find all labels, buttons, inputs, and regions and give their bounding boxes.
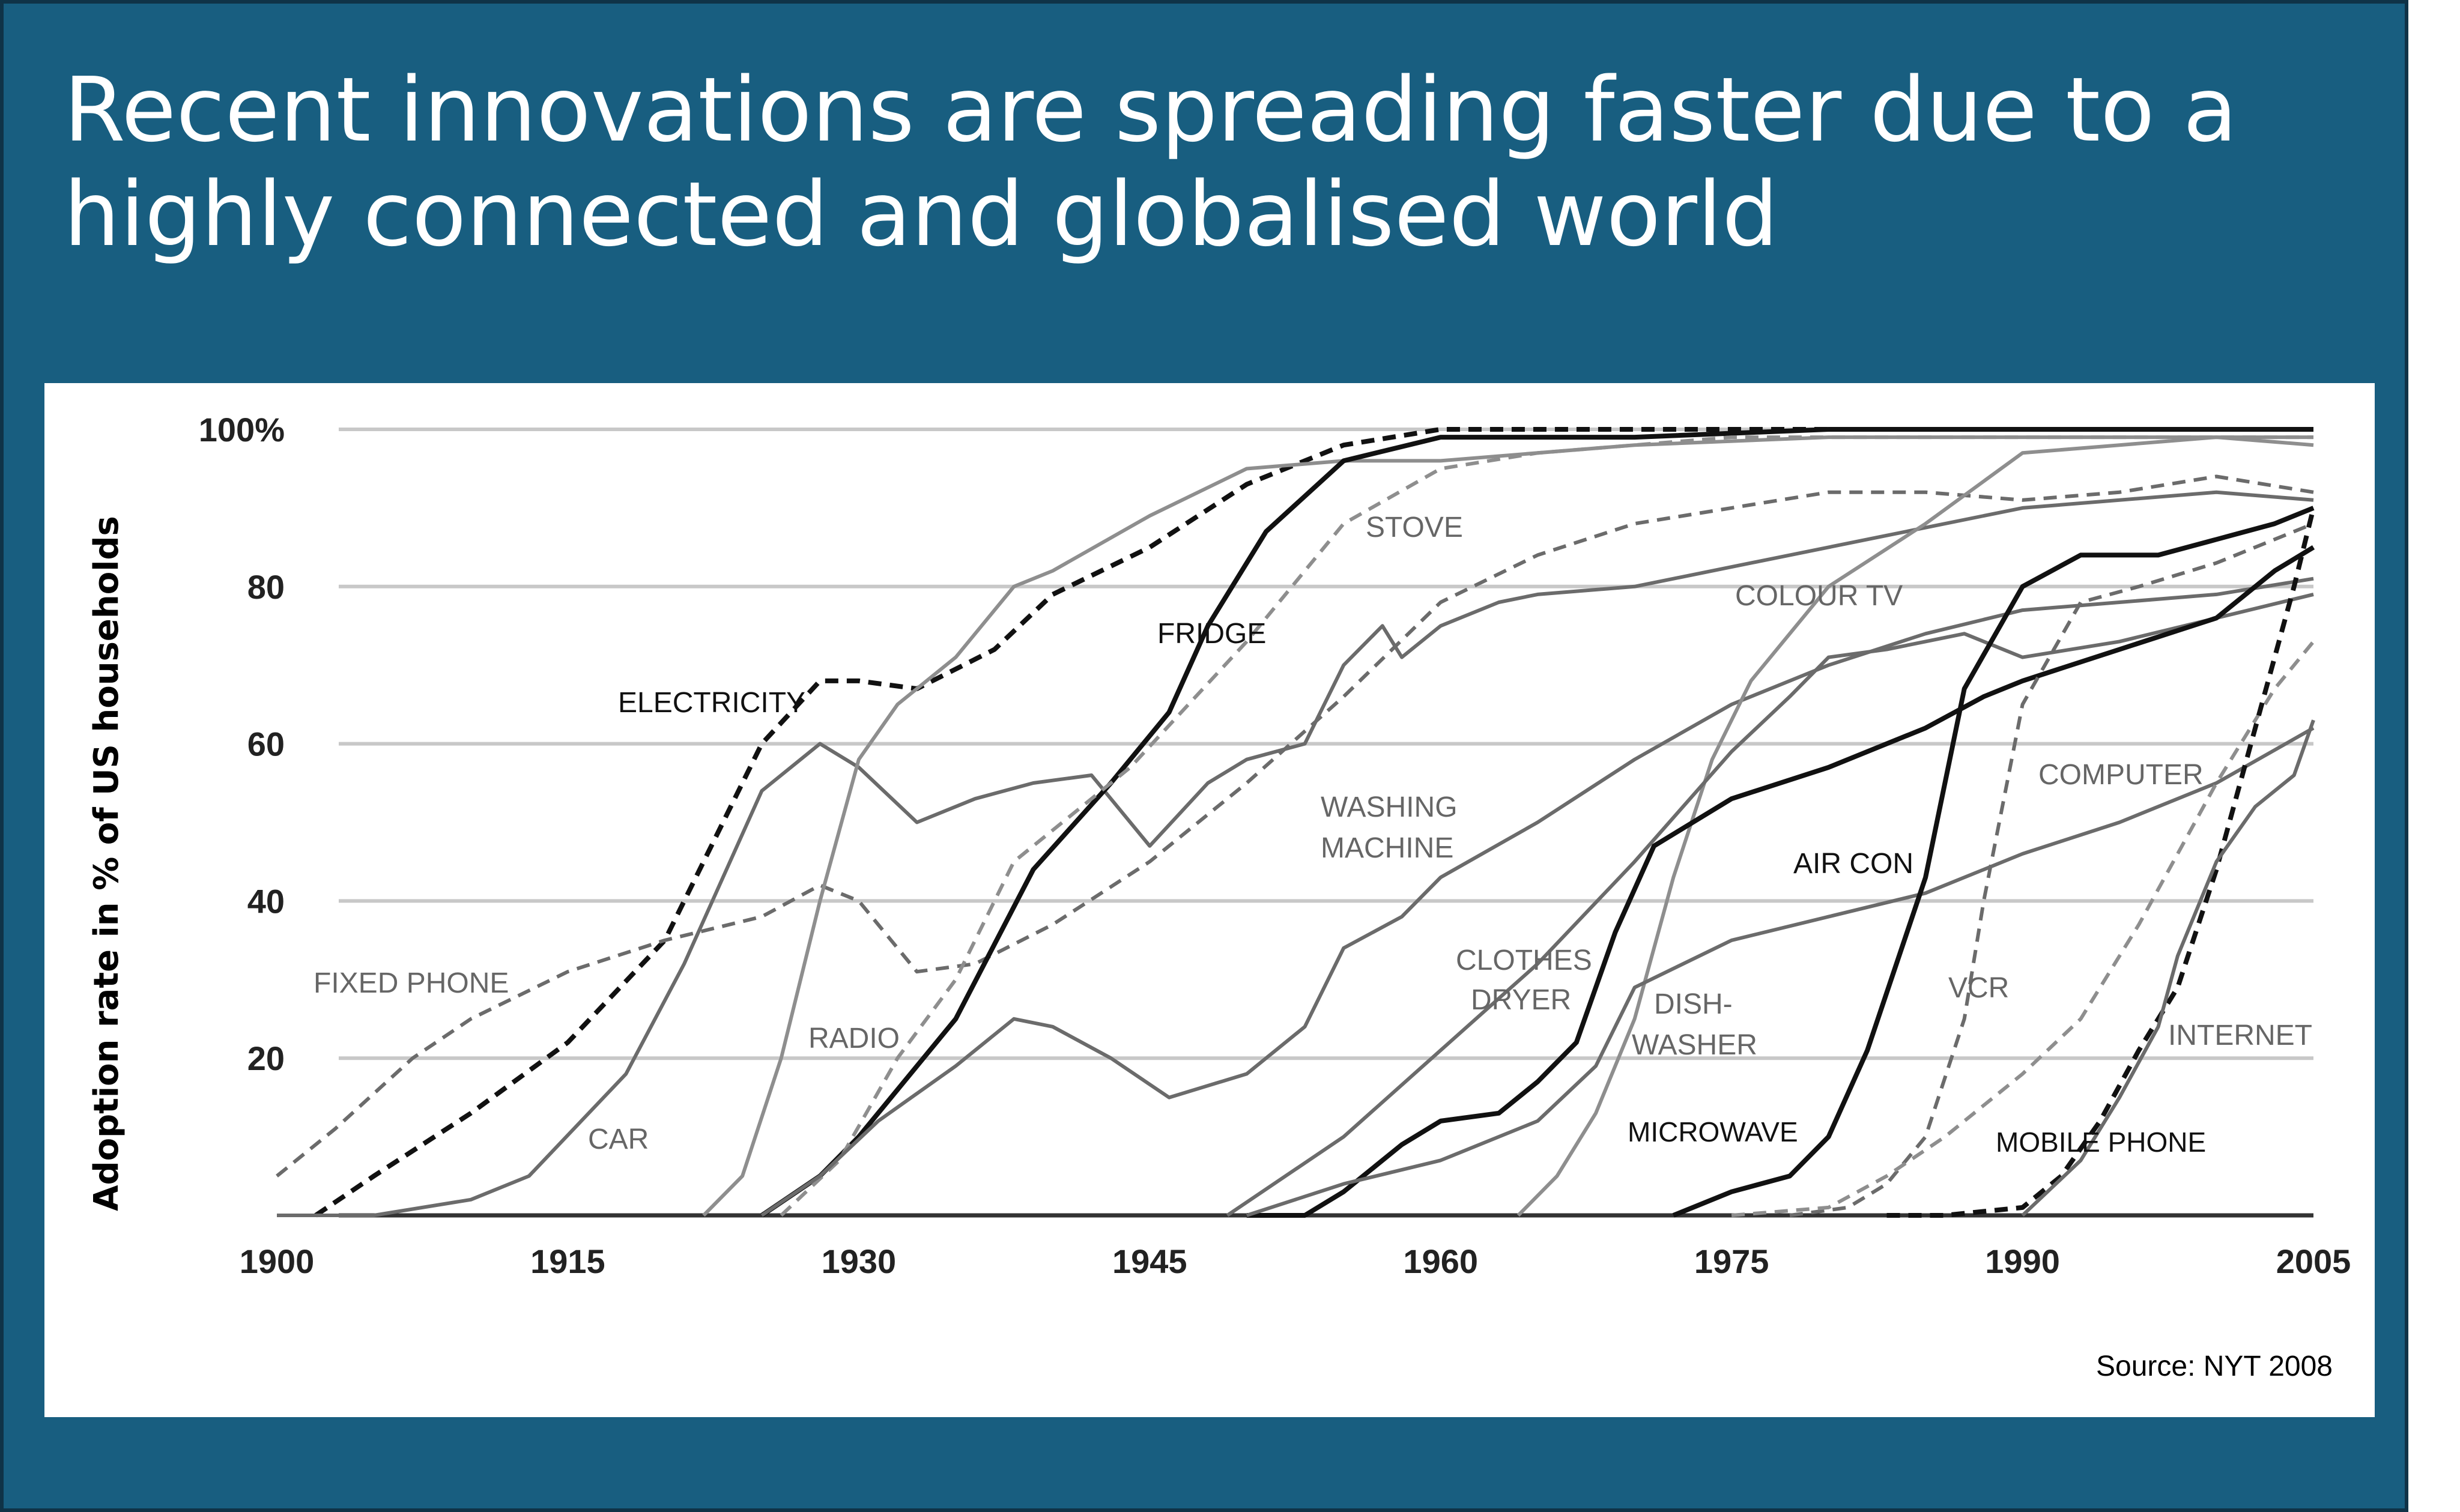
label-clothes-line: CLOTHES: [1456, 945, 1592, 976]
y-tick-80: 80: [247, 568, 285, 606]
y-tick-60: 60: [247, 725, 285, 763]
series-line-fixed-phone: [276, 474, 2314, 1178]
x-tick-1990: 1990: [1985, 1242, 2060, 1280]
label-washing-machine: WASHING MACHINE: [1321, 791, 1465, 864]
label-vcr: VCR: [1948, 972, 2009, 1004]
slide-title: Recent innovations are spreading faster …: [64, 58, 2238, 266]
label-car: CAR: [588, 1123, 649, 1155]
series-line-mobile-phone: [1886, 507, 2316, 1218]
label-mobile-phone: MOBILE PHONE: [1996, 1126, 2206, 1158]
y-tick-100: 100%: [199, 411, 285, 449]
series-line-washing-machine: [760, 576, 2314, 1217]
x-tick-2005: 2005: [2276, 1242, 2351, 1280]
series-line-air-con: [1246, 545, 2315, 1218]
label-air-con: AIR CON: [1793, 848, 1913, 880]
label-stove: STOVE: [1366, 512, 1463, 543]
source-note: Source: NYT 2008: [2096, 1350, 2333, 1382]
series-line-car: [277, 490, 2314, 1217]
label-clothes-dryer: CLOTHES DRYER: [1456, 945, 1600, 1016]
x-tick-1975: 1975: [1694, 1242, 1769, 1280]
x-tick-1915: 1915: [530, 1242, 605, 1280]
y-tick-40: 40: [247, 882, 285, 920]
series-labels: ELECTRICITY FIXED PHONE CAR RADIO FRIDGE…: [314, 512, 2312, 1158]
label-radio: RADIO: [808, 1023, 900, 1054]
x-tick-1960: 1960: [1403, 1242, 1478, 1280]
series-line-vcr: [1789, 522, 2315, 1217]
label-dishwasher: DISH- WASHER: [1632, 988, 1757, 1061]
label-washing-line: WASHING: [1321, 791, 1458, 823]
series-line-colour-tv: [1516, 435, 2314, 1217]
series-line-fridge: [760, 427, 2313, 1218]
x-tick-1930: 1930: [822, 1242, 897, 1280]
series-line-clothes-dryer: [1226, 592, 2314, 1217]
label-fixed-phone: FIXED PHONE: [314, 967, 509, 999]
x-tick-1945: 1945: [1112, 1242, 1187, 1280]
label-fridge: FRIDGE: [1157, 618, 1266, 650]
label-dish-line: DISH-: [1654, 988, 1733, 1020]
chart-panel: 20 40 60 80 100% 1900 1915 1930 1945 1960 1975 1990…: [44, 383, 2375, 1417]
series-line-dish-washer: [1246, 726, 2315, 1217]
label-colour-tv: COLOUR TV: [1735, 580, 1903, 612]
label-internet: INTERNET: [2168, 1020, 2312, 1051]
label-computer: COMPUTER: [2038, 759, 2204, 791]
label-microwave: MICROWAVE: [1628, 1116, 1798, 1148]
series-line-electricity: [314, 427, 2313, 1218]
slide-background: Recent innovations are spreading faster …: [0, 0, 2408, 1512]
y-axis-label: Adoption rate in % of US households: [87, 516, 126, 1211]
gridlines: [339, 428, 2313, 1218]
label-electricity: ELECTRICITY: [618, 687, 805, 719]
x-tick-1900: 1900: [240, 1242, 315, 1280]
label-dryer-line: DRYER: [1471, 984, 1571, 1016]
label-washer-line: WASHER: [1632, 1029, 1757, 1061]
series-line-radio: [702, 435, 2313, 1217]
series-line-stove: [780, 435, 2313, 1217]
series-line-internet: [2021, 719, 2315, 1217]
series-lines: [276, 427, 2316, 1218]
label-machine-line: MACHINE: [1321, 832, 1453, 864]
adoption-chart: 20 40 60 80 100% 1900 1915 1930 1945 1960 1975 1990…: [87, 411, 2351, 1382]
series-line-computer: [1731, 640, 2315, 1217]
y-tick-20: 20: [247, 1039, 285, 1077]
axis-ticks: 20 40 60 80 100% 1900 1915 1930 1945 1960 1975 1990…: [199, 411, 2351, 1280]
series-line-microwave: [1672, 506, 2315, 1218]
